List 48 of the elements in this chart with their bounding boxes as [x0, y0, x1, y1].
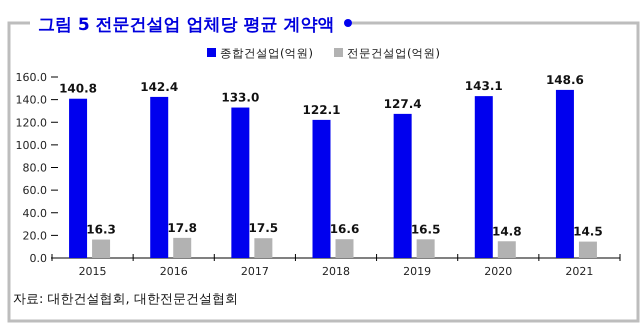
data-label: 14.5 [573, 224, 603, 239]
data-label: 133.0 [221, 90, 260, 105]
bar [69, 98, 88, 258]
x-tick-label: 2016 [160, 265, 188, 278]
bar [498, 241, 516, 258]
text: 자료: 대한건설협회, 대한전문건설협회 [13, 292, 238, 307]
y-tick-label: 0.0 [30, 252, 47, 265]
data-label: 14.8 [492, 224, 522, 238]
data-label: 142.4 [140, 80, 178, 94]
data-label: 16.3 [86, 222, 116, 237]
data-label: 122.1 [302, 102, 340, 117]
y-tick-label: 20.0 [22, 229, 47, 242]
chart-title: 그림 5 전문건설업 업체당 평균 계약액 [38, 15, 334, 35]
data-label: 143.1 [464, 79, 503, 94]
x-tick-label: 2020 [484, 265, 512, 278]
data-label: 17.8 [167, 220, 198, 235]
data-label: 140.8 [59, 82, 98, 96]
bar [254, 238, 272, 258]
y-tick-label: 160.0 [16, 71, 47, 84]
x-tick-label: 2018 [322, 265, 350, 278]
x-tick-label: 2019 [403, 265, 432, 278]
legend-label: 종합건설업(억원) [220, 46, 313, 60]
bar [150, 96, 168, 258]
bar [173, 238, 192, 258]
bar [312, 120, 330, 258]
data-label: 16.6 [330, 222, 360, 236]
y-tick-label: 100.0 [16, 138, 47, 152]
y-tick-label: 140.0 [16, 94, 47, 107]
bar [394, 114, 412, 258]
bar [416, 239, 435, 258]
data-label: 17.5 [248, 221, 278, 236]
y-tick-label: 60.0 [22, 184, 47, 198]
data-label: 127.4 [384, 96, 422, 111]
x-tick-label: 2021 [565, 265, 594, 278]
data-label: 16.5 [410, 222, 440, 236]
y-tick-label: 120.0 [16, 116, 47, 130]
legend-label: 전문건설업(억원) [347, 46, 440, 60]
bar [231, 108, 250, 258]
y-tick-label: 40.0 [22, 206, 47, 220]
x-tick-label: 2015 [78, 265, 107, 278]
bar [578, 242, 597, 258]
bar [92, 240, 110, 258]
data-label: 148.6 [546, 72, 584, 87]
y-tick-label: 80.0 [22, 162, 47, 174]
bar [336, 239, 354, 258]
bar [474, 96, 493, 258]
bar [556, 90, 574, 258]
x-tick-label: 2017 [240, 265, 269, 278]
